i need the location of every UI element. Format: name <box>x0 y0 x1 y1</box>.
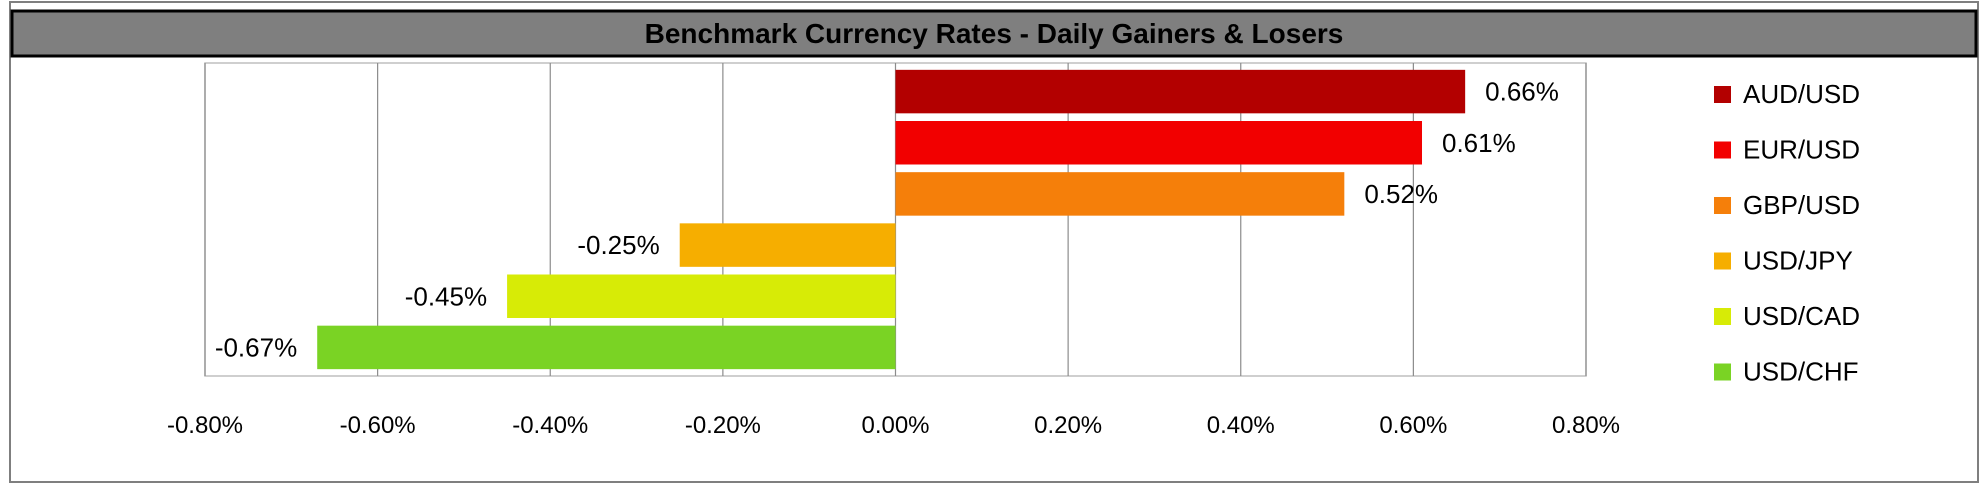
data-labels: 0.66% 0.61%0.52% -0.25% -0.45% -0.67% <box>215 77 1559 363</box>
data-label: 0.66% <box>1485 77 1559 107</box>
legend-swatch <box>1714 308 1731 325</box>
legend-label: GBP/USD <box>1743 190 1860 220</box>
legend-label: USD/CHF <box>1743 357 1859 387</box>
data-label: 0.61% <box>1442 128 1516 158</box>
bar-gbp-usd <box>895 172 1345 216</box>
x-tick-label: -0.60% <box>340 412 416 439</box>
data-label: 0.52% <box>1364 179 1438 209</box>
legend-swatch <box>1714 363 1731 381</box>
data-label: -0.67% <box>215 332 297 362</box>
x-tick-label: 0.00% <box>861 412 929 439</box>
x-tick-label: 0.40% <box>1207 412 1275 439</box>
x-tick-label: 0.20% <box>1034 412 1102 439</box>
chart-title: Benchmark Currency Rates - Daily Gainers… <box>645 18 1344 49</box>
legend-label: AUD/USD <box>1743 79 1860 109</box>
x-tick-label: -0.20% <box>685 412 761 439</box>
legend-label: USD/CAD <box>1743 301 1860 331</box>
data-label: -0.25% <box>577 230 659 260</box>
data-label: -0.45% <box>405 281 487 311</box>
bar-eur-usd <box>895 121 1423 165</box>
title-bar <box>10 9 1978 58</box>
legend: AUD/USD EUR/USD GBP/USD USD/JPY USD/CAD USD/C… <box>1714 79 1860 387</box>
x-tick-label: -0.40% <box>512 412 588 439</box>
legend-swatch <box>1714 252 1731 270</box>
x-tick-label: 0.60% <box>1379 412 1447 439</box>
bar-usd-chf <box>317 325 896 370</box>
x-axis-ticks: -0.80% -0.60% -0.40% -0.20% 0.00% 0.20% 0.40% 0… <box>167 412 1620 439</box>
bar-usd-cad <box>507 274 896 318</box>
x-tick-label: 0.80% <box>1552 412 1620 439</box>
legend-swatch <box>1714 86 1731 103</box>
legend-label: EUR/USD <box>1743 135 1860 165</box>
legend-swatch <box>1714 197 1731 214</box>
legend-label: USD/JPY <box>1743 246 1853 276</box>
gridlines <box>204 63 1587 376</box>
bars <box>317 69 1466 370</box>
bar-aud-usd <box>895 69 1466 114</box>
bar-usd-jpy <box>679 223 896 267</box>
x-tick-label: -0.80% <box>167 412 243 439</box>
legend-swatch <box>1714 141 1731 159</box>
